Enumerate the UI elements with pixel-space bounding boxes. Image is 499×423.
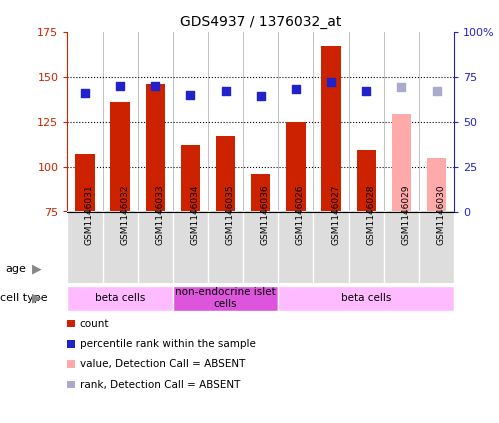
Bar: [146, 84, 165, 212]
Bar: [173, 286, 278, 311]
Text: ▶: ▶: [32, 262, 42, 275]
Bar: [278, 286, 454, 311]
Text: GSM1146033: GSM1146033: [155, 185, 164, 245]
Text: GSM1146026: GSM1146026: [296, 185, 305, 245]
Title: GDS4937 / 1376032_at: GDS4937 / 1376032_at: [180, 15, 341, 29]
Point: [256, 93, 264, 100]
Bar: [75, 154, 95, 212]
Bar: [321, 46, 341, 212]
Text: 10 week adult: 10 week adult: [327, 264, 406, 274]
Bar: [251, 174, 270, 212]
Text: GSM1146035: GSM1146035: [226, 185, 235, 245]
Bar: [67, 286, 173, 311]
Text: ▶: ▶: [32, 292, 42, 305]
Bar: [286, 122, 305, 212]
Text: non-endocrine islet
cells: non-endocrine islet cells: [175, 287, 276, 309]
Text: count: count: [80, 319, 109, 329]
Text: GSM1146036: GSM1146036: [260, 185, 270, 245]
Text: cell type: cell type: [0, 293, 48, 303]
Text: GSM1146032: GSM1146032: [120, 185, 129, 245]
Point: [362, 88, 370, 94]
Text: percentile rank within the sample: percentile rank within the sample: [80, 339, 255, 349]
Bar: [427, 158, 446, 212]
Bar: [356, 151, 376, 212]
Text: rank, Detection Call = ABSENT: rank, Detection Call = ABSENT: [80, 379, 240, 390]
Text: beta cells: beta cells: [95, 293, 145, 303]
Point: [397, 84, 405, 91]
Text: GSM1146034: GSM1146034: [191, 185, 200, 245]
Text: GSM1146029: GSM1146029: [401, 185, 410, 245]
Point: [151, 82, 159, 89]
Bar: [392, 114, 411, 212]
Text: age: age: [5, 264, 26, 274]
Bar: [181, 145, 200, 212]
Point: [292, 86, 300, 93]
Bar: [278, 256, 454, 281]
Point: [433, 88, 441, 94]
Text: beta cells: beta cells: [341, 293, 391, 303]
Text: GSM1146030: GSM1146030: [437, 185, 446, 245]
Bar: [67, 256, 278, 281]
Text: GSM1146031: GSM1146031: [85, 185, 94, 245]
Bar: [110, 102, 130, 212]
Text: GSM1146028: GSM1146028: [366, 185, 375, 245]
Text: GSM1146027: GSM1146027: [331, 185, 340, 245]
Text: 2-3 day neonate: 2-3 day neonate: [127, 264, 219, 274]
Point: [327, 79, 335, 85]
Bar: [216, 136, 235, 212]
Point: [222, 88, 230, 94]
Point: [81, 90, 89, 96]
Point: [187, 91, 195, 98]
Text: value, Detection Call = ABSENT: value, Detection Call = ABSENT: [80, 359, 245, 369]
Point: [116, 82, 124, 89]
